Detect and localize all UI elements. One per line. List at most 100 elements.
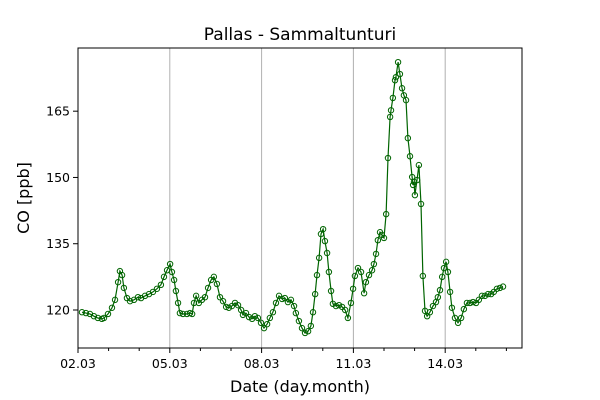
co-data-point (90, 312, 98, 320)
co-data-point (272, 299, 280, 307)
co-data-point (466, 299, 474, 307)
co-data-point (372, 250, 380, 258)
co-data-point (457, 314, 465, 322)
co-data-point (344, 314, 352, 322)
co-data-point (201, 293, 209, 301)
co-data-point (460, 305, 468, 313)
co-data-point (315, 254, 323, 262)
co-data-point (440, 264, 448, 272)
co-data-point (394, 58, 402, 66)
co-data-point (120, 284, 128, 292)
co-data-point (108, 304, 116, 311)
co-data-point (114, 278, 122, 286)
co-data-point (216, 293, 224, 301)
co-data-point (192, 292, 200, 300)
co-data-point (396, 70, 404, 78)
co-data-point (496, 284, 504, 292)
co-data-point (222, 303, 230, 311)
y-tick-label: 120 (46, 303, 70, 318)
co-data-point (454, 319, 462, 327)
co-data-point (354, 264, 362, 272)
co-data-point (429, 302, 437, 310)
co-data-point (313, 271, 321, 279)
co-data-point (384, 154, 392, 162)
co-data-point (402, 96, 410, 104)
co-data-point (451, 314, 459, 322)
co-data-point (380, 234, 388, 242)
co-data-point (341, 306, 349, 314)
co-data-point (281, 294, 289, 302)
co-data-point (153, 285, 161, 292)
co-data-point (278, 295, 286, 303)
co-data-point (170, 276, 178, 284)
co-data-point (368, 267, 376, 274)
co-data-point (463, 299, 471, 307)
co-data-point (174, 299, 182, 307)
co-data-point (319, 225, 327, 233)
co-data-point (179, 310, 187, 318)
co-data-point (386, 113, 394, 121)
co-data-point (260, 324, 268, 332)
co-data-point (426, 309, 434, 316)
co-data-point (448, 304, 456, 311)
co-data-point (325, 268, 333, 276)
co-data-point (434, 293, 442, 301)
co-data-point (387, 107, 395, 114)
y-tick-label: 135 (46, 236, 70, 251)
co-data-point (332, 302, 340, 310)
co-data-point (365, 271, 373, 279)
co-data-point (493, 285, 501, 292)
y-tick-label: 165 (46, 104, 70, 119)
x-axis-label: Date (day.month) (230, 377, 370, 396)
co-data-point (411, 191, 419, 199)
co-data-point (419, 272, 427, 280)
x-tick-label: 14.03 (427, 356, 463, 371)
co-data-point (295, 317, 303, 325)
co-data-point (266, 314, 274, 322)
x-tick-label: 08.03 (244, 356, 280, 371)
co-data-point (263, 320, 271, 328)
co-data-point (446, 288, 454, 296)
plot-frame (77, 47, 523, 349)
co-data-point (374, 236, 382, 244)
co-data-point (389, 94, 397, 102)
co-data-point (269, 309, 277, 316)
co-data-point (204, 284, 212, 292)
co-data-point (357, 268, 365, 276)
y-tick-label: 150 (46, 170, 70, 185)
co-data-point (444, 268, 452, 276)
co-data-point (290, 302, 298, 310)
co-data-point (436, 286, 444, 294)
co-data-point (100, 314, 108, 322)
co-data-point (292, 309, 300, 317)
co-data-point (172, 287, 180, 295)
co-data-point (321, 237, 329, 245)
co-data-point (351, 272, 359, 280)
co-data-point (323, 249, 331, 257)
x-tick-label: 11.03 (335, 356, 371, 371)
co-data-point (499, 283, 507, 290)
co-data-point (219, 297, 227, 305)
co-data-point (406, 153, 414, 160)
co-data-point (307, 322, 315, 330)
co-data-point (413, 176, 421, 184)
co-data-point (442, 258, 450, 266)
co-data-point (327, 287, 335, 295)
co-series-line (81, 62, 504, 334)
co-data-point (298, 324, 306, 332)
co-data-point (118, 271, 126, 279)
co-data-point (149, 288, 157, 296)
co-data-point (234, 301, 242, 309)
co-data-point (382, 210, 390, 218)
co-data-point (213, 280, 221, 288)
co-data-point (304, 328, 312, 335)
co-data-point (415, 161, 423, 169)
co-data-point (111, 296, 119, 304)
y-axis-label: CO [ppb] (14, 162, 33, 234)
co-data-point (190, 299, 198, 307)
co-data-point (94, 314, 102, 322)
co-data-point (309, 309, 317, 316)
co-data-point (104, 310, 112, 318)
co-data-point (362, 278, 370, 286)
